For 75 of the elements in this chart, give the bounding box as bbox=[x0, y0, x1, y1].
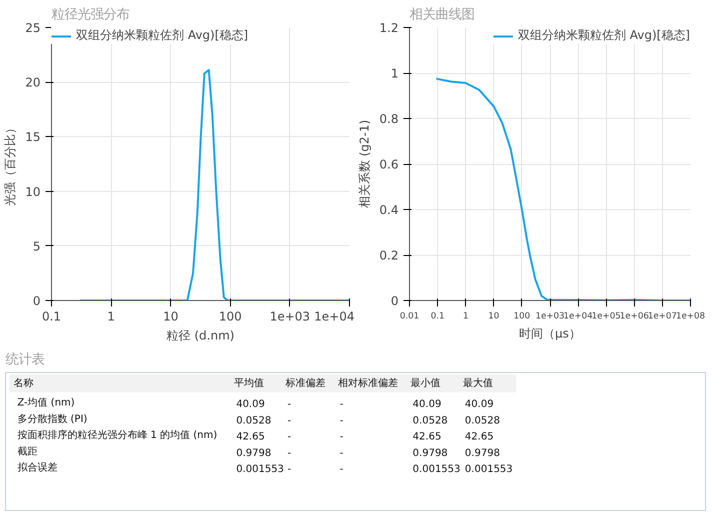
text: 0.0528 bbox=[412, 415, 448, 426]
y-tick-label: 15 bbox=[25, 130, 41, 144]
text: - bbox=[340, 464, 344, 476]
text: 0.0528 bbox=[464, 415, 500, 426]
y-tick-label: 25 bbox=[25, 21, 41, 35]
x-tick-label: 1 bbox=[462, 312, 468, 322]
text: 0.9798 bbox=[236, 448, 272, 459]
text: 0.001553 bbox=[236, 464, 284, 476]
x-tick-label: 0.1 bbox=[430, 312, 444, 322]
y-tick-label: 0 bbox=[390, 294, 399, 308]
x-tick-label: 1e+04 bbox=[314, 310, 354, 324]
text: - bbox=[287, 399, 292, 410]
x-tick-label: 1e+03 bbox=[535, 312, 565, 322]
y-tick-label: 20 bbox=[25, 76, 41, 90]
text: - bbox=[340, 399, 344, 410]
text: - bbox=[287, 415, 292, 426]
text: 40.09 bbox=[236, 399, 265, 410]
category-label: 标准偏差 bbox=[284, 376, 326, 389]
text: - bbox=[340, 432, 344, 443]
x-axis-title: 粒径 (d.nm) bbox=[166, 328, 234, 342]
x-tick-label: 1e+03 bbox=[270, 310, 310, 324]
x-axis-title: 时间（μs） bbox=[519, 326, 581, 340]
legend-label: 双组分纳米颗粒佐剂 Avg)[稳态] bbox=[518, 27, 690, 44]
y-tick-label: 0.6 bbox=[379, 158, 399, 172]
text: 0.001553 bbox=[412, 464, 460, 476]
x-tick-label: 1e+07 bbox=[648, 312, 677, 322]
category-label: 平均值 bbox=[234, 376, 264, 389]
text: 42.65 bbox=[412, 432, 442, 443]
category-label: 拟合误差 bbox=[17, 462, 58, 474]
category-label: 按面积排序的粒径光强分布峰 1 的均值 (nm) bbox=[17, 430, 218, 442]
category-label: 多分散指数 (PI) bbox=[17, 414, 88, 425]
y-axis-title: 相关系数 (g2-1) bbox=[357, 120, 372, 208]
x-tick-label: 1e+04 bbox=[564, 312, 594, 322]
x-tick-label: 10 bbox=[163, 310, 178, 324]
text: 统计表 bbox=[6, 352, 44, 368]
y-tick-label: 0.8 bbox=[379, 112, 399, 126]
category-label: 最大值 bbox=[462, 376, 493, 389]
text: 0.001553 bbox=[464, 464, 513, 476]
text: - bbox=[287, 448, 292, 459]
x-tick-label: 1e+05 bbox=[592, 312, 621, 322]
y-tick-label: 0 bbox=[32, 294, 41, 308]
text: 40.09 bbox=[464, 399, 494, 410]
y-axis-title: 光强（百分比） bbox=[3, 122, 18, 206]
category-label: 名称 bbox=[13, 376, 34, 389]
y-tick-label: 10 bbox=[25, 184, 41, 199]
category-label: 最小值 bbox=[410, 376, 441, 389]
category-label: 相对标准偏差 bbox=[338, 376, 398, 389]
x-tick-label: 0.01 bbox=[400, 312, 420, 322]
x-tick-label: 10 bbox=[488, 312, 500, 322]
text: 0.0528 bbox=[236, 415, 272, 426]
category-label: 截距 bbox=[17, 446, 38, 458]
text: 0.9798 bbox=[464, 448, 500, 459]
x-tick-label: 0.1 bbox=[42, 310, 62, 324]
text: - bbox=[340, 415, 344, 426]
category-label: Z-均值 (nm) bbox=[17, 398, 75, 409]
text: - bbox=[340, 448, 344, 459]
text: 40.09 bbox=[412, 399, 442, 410]
text: - bbox=[287, 432, 292, 443]
x-tick-label: 100 bbox=[218, 310, 242, 324]
legend-label: 双组分纳米颗粒佐剂 Avg)[稳态] bbox=[76, 27, 248, 44]
x-tick-label: 1e+06 bbox=[620, 312, 649, 322]
y-tick-label: 5 bbox=[32, 239, 41, 254]
text: 42.65 bbox=[236, 432, 265, 443]
y-tick-label: 0.2 bbox=[379, 248, 399, 262]
text: - bbox=[287, 464, 292, 476]
x-tick-label: 1e+08 bbox=[676, 312, 706, 322]
x-tick-label: 100 bbox=[514, 312, 530, 322]
y-tick-label: 0.4 bbox=[379, 203, 399, 217]
text: 42.65 bbox=[464, 432, 494, 443]
chart-title: 相关曲线图 bbox=[410, 8, 474, 22]
text: 0.9798 bbox=[412, 448, 448, 459]
y-tick-label: 1.2 bbox=[379, 21, 399, 35]
x-tick-label: 1 bbox=[107, 310, 115, 324]
y-tick-label: 1 bbox=[390, 66, 399, 80]
chart-title: 粒径光强分布 bbox=[52, 8, 130, 22]
